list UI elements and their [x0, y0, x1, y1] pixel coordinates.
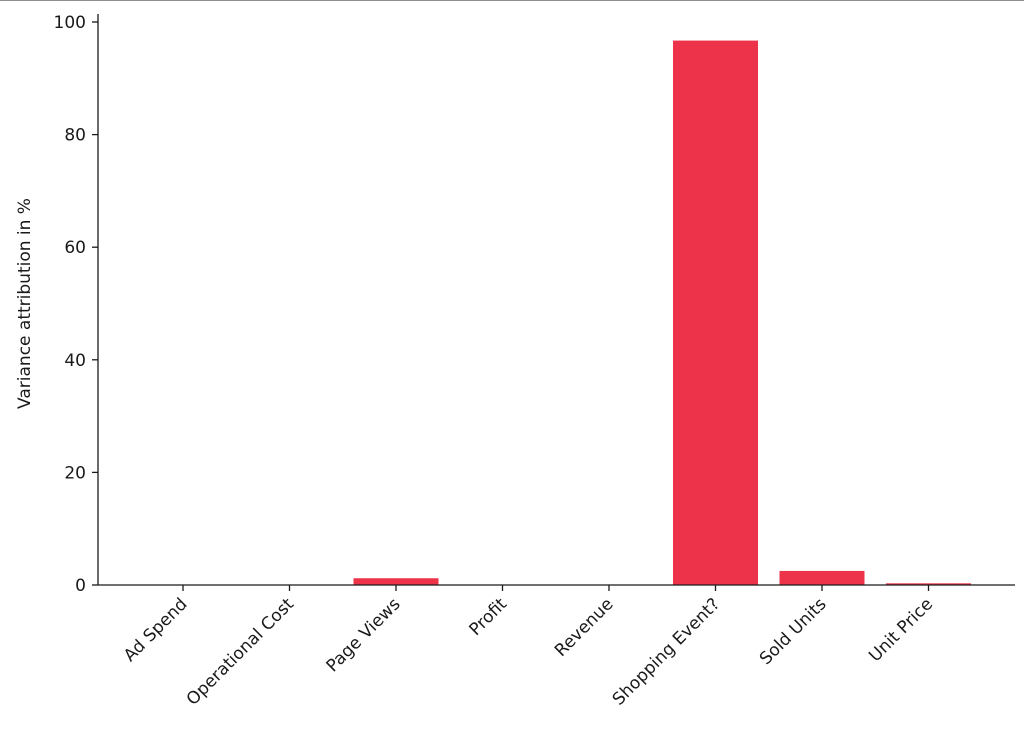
- y-tick-label: 100: [54, 13, 86, 33]
- top-border: [0, 0, 1024, 1]
- y-tick-label: 0: [75, 576, 86, 596]
- x-tick-label: Revenue: [551, 594, 618, 661]
- y-ticks-group: 0 20 40 60 80 100: [54, 13, 98, 596]
- bar-shopping-event: [673, 40, 758, 586]
- y-tick-label: 80: [64, 126, 86, 146]
- x-tick-label: Sold Units: [756, 594, 831, 669]
- axes-group: [97, 14, 1015, 586]
- x-tick-label: Ad Spend: [120, 594, 192, 666]
- y-tick-label: 60: [64, 238, 86, 258]
- y-tick-label: 40: [64, 351, 86, 371]
- bars-group: [353, 40, 971, 586]
- y-axis-label: Variance attribution in %: [15, 198, 35, 409]
- y-tick-label: 20: [64, 463, 86, 483]
- x-tick-label: Shopping Event?: [609, 594, 724, 709]
- x-tick-label: Unit Price: [865, 594, 937, 666]
- bar-page-views: [353, 578, 439, 585]
- x-tick-label: Page Views: [323, 594, 405, 676]
- x-tick-label: Operational Cost: [183, 594, 298, 709]
- bar-unit-price: [886, 583, 971, 585]
- x-tick-label: Profit: [466, 594, 512, 640]
- bar-sold-units: [779, 570, 865, 585]
